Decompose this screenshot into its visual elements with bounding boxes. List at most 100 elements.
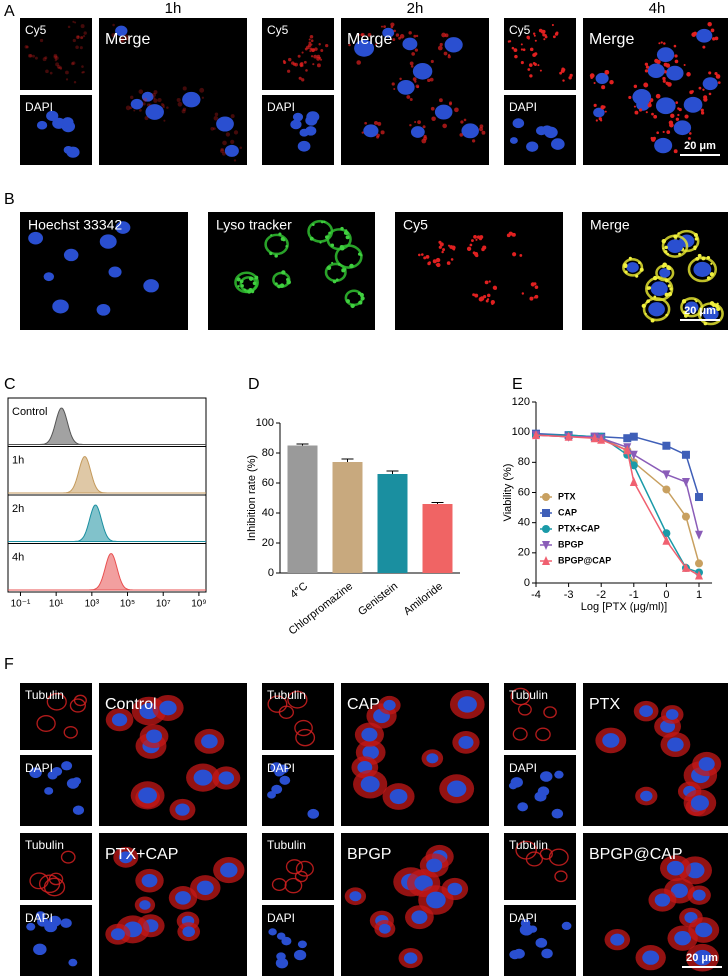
signal-dot bbox=[521, 292, 525, 295]
signal-dot bbox=[708, 71, 712, 75]
signal-dot bbox=[441, 250, 444, 254]
marker bbox=[542, 525, 550, 533]
signal-dot bbox=[24, 45, 28, 49]
signal-dot bbox=[28, 53, 32, 58]
nucleus bbox=[277, 764, 289, 774]
signal-dot bbox=[675, 101, 679, 104]
image-label: Hoechst 33342 bbox=[28, 217, 122, 233]
x-tick-label: 10⁹ bbox=[191, 599, 206, 610]
image-panel bbox=[395, 212, 563, 330]
signal-dot bbox=[364, 121, 367, 125]
signal-dot bbox=[638, 261, 641, 265]
signal-dot bbox=[77, 35, 80, 38]
signal-dot bbox=[357, 291, 361, 295]
signal-dot bbox=[225, 132, 231, 137]
histogram bbox=[8, 552, 206, 591]
signal-dot bbox=[554, 32, 559, 36]
image-label: Cy5 bbox=[267, 23, 289, 37]
signal-dot bbox=[319, 241, 322, 244]
nucleus bbox=[670, 883, 688, 898]
signal-dot bbox=[683, 313, 688, 318]
series-label: Control bbox=[12, 406, 47, 418]
signal-dot bbox=[181, 109, 186, 114]
signal-dot bbox=[533, 296, 536, 299]
signal-dot bbox=[655, 93, 661, 99]
nucleus bbox=[68, 958, 78, 967]
signal-dot bbox=[348, 43, 351, 47]
signal-dot bbox=[345, 235, 350, 240]
signal-dot bbox=[666, 252, 670, 256]
nucleus bbox=[403, 952, 418, 964]
signal-dot bbox=[522, 48, 526, 52]
cell-ring bbox=[60, 850, 76, 864]
signal-dot bbox=[490, 299, 495, 305]
marker bbox=[532, 430, 540, 440]
signal-dot bbox=[644, 312, 647, 315]
cell-ring bbox=[264, 233, 289, 256]
marker bbox=[662, 485, 671, 494]
signal-dot bbox=[694, 298, 697, 301]
nucleus bbox=[379, 923, 391, 934]
image-label: CAP bbox=[347, 696, 380, 713]
signal-dot bbox=[247, 289, 251, 294]
signal-dot bbox=[318, 43, 321, 46]
signal-dot bbox=[309, 236, 314, 241]
image-label: Lyso tracker bbox=[216, 217, 292, 233]
signal-dot bbox=[213, 127, 216, 130]
nucleus bbox=[297, 940, 307, 949]
nucleus bbox=[519, 924, 534, 936]
signal-dot bbox=[714, 36, 719, 41]
signal-dot bbox=[543, 38, 546, 41]
nucleus bbox=[361, 727, 378, 742]
y-axis-label: Inhibition rate (%) bbox=[246, 455, 258, 541]
signal-dot bbox=[654, 58, 659, 64]
nucleus bbox=[654, 893, 671, 907]
signal-dot bbox=[599, 119, 603, 122]
signal-dot bbox=[624, 270, 628, 274]
signal-dot bbox=[693, 232, 698, 237]
signal-dot bbox=[653, 295, 657, 299]
signal-dot bbox=[53, 53, 58, 58]
histogram bbox=[8, 407, 206, 445]
signal-dot bbox=[67, 25, 71, 29]
signal-dot bbox=[703, 321, 708, 326]
signal-dot bbox=[356, 60, 361, 65]
x-tick-label: -2 bbox=[596, 589, 606, 601]
signal-dot bbox=[534, 285, 539, 289]
legend-label: BPGP bbox=[558, 539, 584, 549]
nucleus bbox=[139, 900, 151, 910]
image-label: DAPI bbox=[509, 761, 537, 775]
y-tick-label: 20 bbox=[518, 547, 530, 559]
cell-ring bbox=[535, 727, 551, 742]
signal-dot bbox=[414, 121, 417, 124]
nucleus bbox=[512, 118, 525, 129]
signal-dot bbox=[177, 101, 183, 107]
image-label: DAPI bbox=[267, 911, 295, 925]
panel-label: B bbox=[4, 191, 15, 208]
signal-dot bbox=[520, 61, 524, 65]
signal-dot bbox=[473, 234, 477, 239]
nucleus bbox=[216, 116, 234, 132]
signal-dot bbox=[520, 48, 524, 51]
signal-dot bbox=[552, 35, 556, 39]
signal-dot bbox=[661, 238, 667, 244]
signal-dot bbox=[160, 103, 164, 106]
signal-dot bbox=[428, 261, 431, 264]
signal-dot bbox=[432, 259, 437, 264]
histogram bbox=[8, 455, 206, 494]
signal-dot bbox=[568, 76, 572, 80]
nucleus bbox=[354, 39, 375, 57]
scale-label: 20 μm bbox=[684, 305, 716, 317]
signal-dot bbox=[391, 82, 395, 86]
signal-dot bbox=[373, 120, 378, 125]
signal-dot bbox=[514, 54, 518, 59]
signal-dot bbox=[539, 69, 542, 72]
nucleus bbox=[665, 709, 679, 720]
signal-dot bbox=[488, 280, 491, 283]
signal-dot bbox=[409, 123, 412, 127]
signal-dot bbox=[475, 238, 478, 241]
marker bbox=[662, 470, 671, 480]
signal-dot bbox=[687, 313, 690, 316]
signal-dot bbox=[81, 71, 84, 74]
signal-dot bbox=[358, 301, 361, 304]
